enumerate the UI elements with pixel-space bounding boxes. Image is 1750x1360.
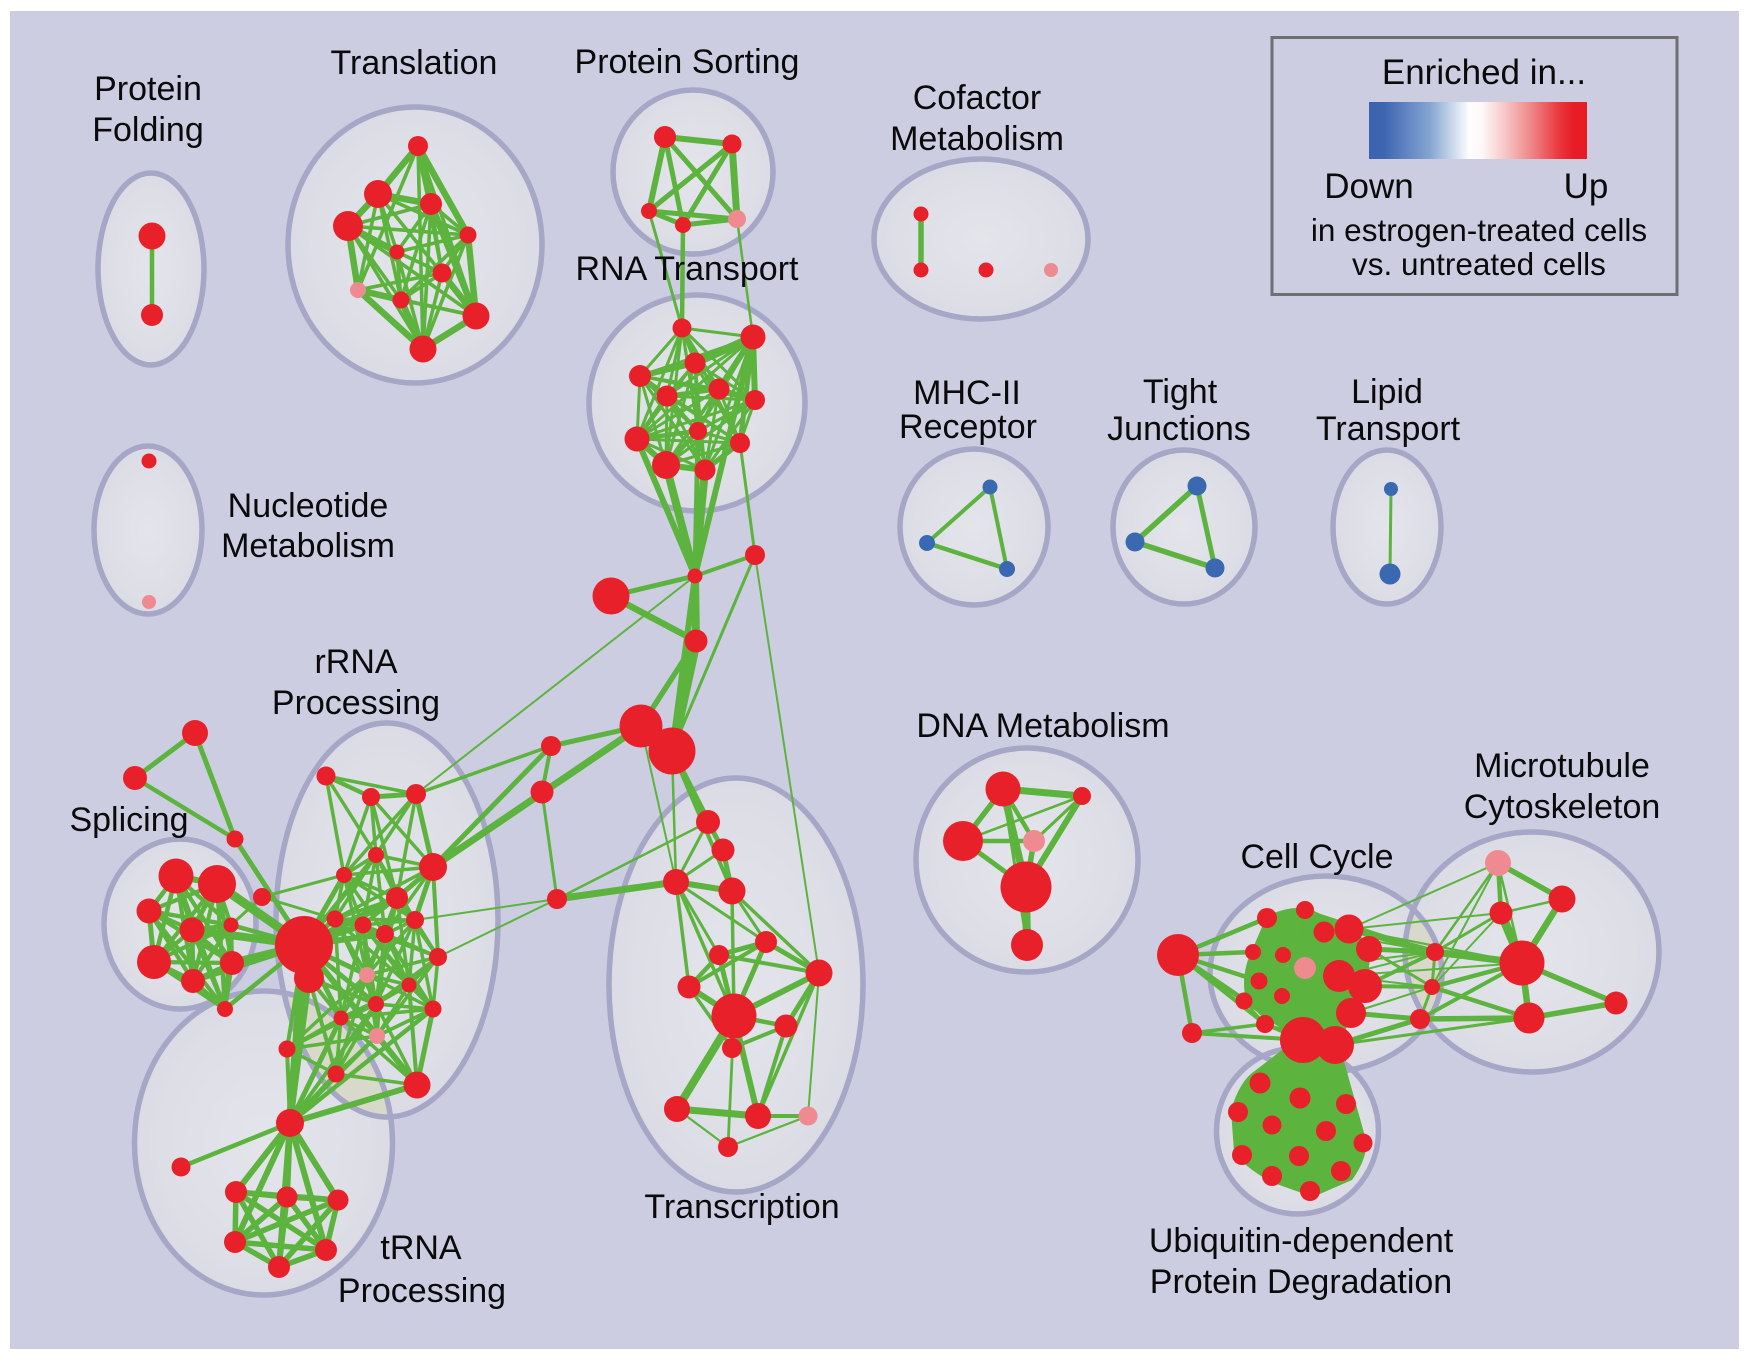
svg-text:tRNA: tRNA — [380, 1229, 462, 1267]
svg-text:Junctions: Junctions — [1107, 410, 1251, 448]
svg-text:Microtubule: Microtubule — [1474, 747, 1650, 785]
svg-text:Folding: Folding — [92, 111, 204, 149]
svg-text:Enriched in...: Enriched in... — [1382, 53, 1586, 92]
svg-text:MHC-II: MHC-II — [913, 374, 1021, 412]
svg-text:Ubiquitin-dependent: Ubiquitin-dependent — [1149, 1222, 1454, 1260]
svg-text:Up: Up — [1564, 167, 1609, 206]
svg-text:Metabolism: Metabolism — [221, 527, 395, 565]
svg-text:Splicing: Splicing — [69, 801, 188, 839]
svg-text:Processing: Processing — [338, 1272, 506, 1310]
svg-text:Transport: Transport — [1316, 410, 1461, 448]
svg-text:Protein: Protein — [94, 70, 202, 108]
svg-text:rRNA: rRNA — [314, 643, 397, 681]
svg-text:in estrogen-treated cells: in estrogen-treated cells — [1311, 212, 1647, 248]
svg-text:Lipid: Lipid — [1351, 373, 1423, 411]
svg-text:Protein Sorting: Protein Sorting — [575, 43, 800, 81]
svg-text:Nucleotide: Nucleotide — [228, 487, 389, 525]
svg-text:Processing: Processing — [272, 684, 440, 722]
svg-text:Receptor: Receptor — [899, 408, 1037, 446]
svg-text:vs. untreated cells: vs. untreated cells — [1352, 246, 1606, 282]
svg-text:Down: Down — [1324, 167, 1413, 206]
svg-text:RNA Transport: RNA Transport — [576, 250, 800, 288]
svg-text:Metabolism: Metabolism — [890, 120, 1064, 158]
svg-text:Cell Cycle: Cell Cycle — [1240, 838, 1393, 876]
svg-text:Tight: Tight — [1143, 373, 1218, 411]
svg-text:DNA Metabolism: DNA Metabolism — [916, 707, 1169, 745]
svg-text:Protein Degradation: Protein Degradation — [1150, 1263, 1452, 1301]
svg-text:Translation: Translation — [331, 44, 498, 82]
svg-text:Cytoskeleton: Cytoskeleton — [1464, 788, 1661, 826]
svg-text:Transcription: Transcription — [644, 1188, 839, 1226]
svg-text:Cofactor: Cofactor — [913, 79, 1042, 117]
